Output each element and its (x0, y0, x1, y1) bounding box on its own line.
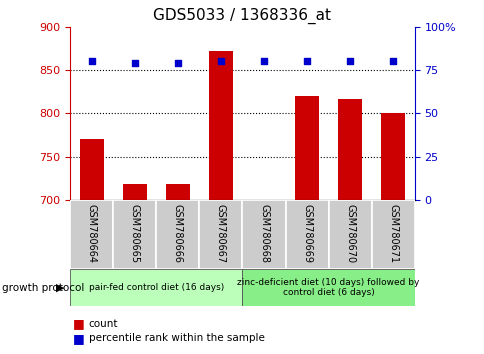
Text: GSM780669: GSM780669 (302, 204, 311, 263)
Point (259, 58, 267, 64)
Bar (285, 200, 328, 269)
Bar (123, 184, 147, 200)
Bar (80, 139, 104, 200)
Bar (209, 51, 232, 200)
Point (346, 58, 353, 64)
Point (174, 60, 182, 66)
Text: ▶: ▶ (56, 282, 65, 293)
Text: ■: ■ (73, 332, 84, 344)
Bar (295, 96, 318, 200)
Bar (70, 200, 113, 269)
Text: GSM780664: GSM780664 (87, 204, 97, 263)
Bar (199, 200, 242, 269)
Bar (371, 200, 414, 269)
Bar (337, 99, 361, 200)
Point (389, 58, 396, 64)
Point (302, 58, 310, 64)
Text: percentile rank within the sample: percentile rank within the sample (89, 333, 264, 343)
Text: zinc-deficient diet (10 days) followed by
control diet (6 days): zinc-deficient diet (10 days) followed b… (237, 278, 419, 297)
Text: GSM780670: GSM780670 (345, 204, 354, 263)
Text: GSM780668: GSM780668 (258, 204, 269, 263)
Text: ■: ■ (73, 318, 84, 330)
Text: growth protocol: growth protocol (2, 282, 85, 293)
Bar (70, 269, 242, 306)
Bar (242, 200, 285, 269)
Text: GSM780665: GSM780665 (130, 204, 139, 263)
Bar (113, 200, 156, 269)
Bar (166, 184, 189, 200)
Point (88, 58, 95, 64)
Bar (328, 200, 371, 269)
Title: GDS5033 / 1368336_at: GDS5033 / 1368336_at (153, 7, 331, 24)
Text: pair-fed control diet (16 days): pair-fed control diet (16 days) (89, 283, 224, 292)
Text: GSM780666: GSM780666 (173, 204, 182, 263)
Point (131, 60, 138, 66)
Text: GSM780671: GSM780671 (387, 204, 397, 263)
Bar (380, 113, 404, 200)
Point (217, 58, 225, 64)
Bar (242, 269, 414, 306)
Bar (156, 200, 199, 269)
Text: GSM780667: GSM780667 (215, 204, 226, 263)
Text: count: count (89, 319, 118, 329)
